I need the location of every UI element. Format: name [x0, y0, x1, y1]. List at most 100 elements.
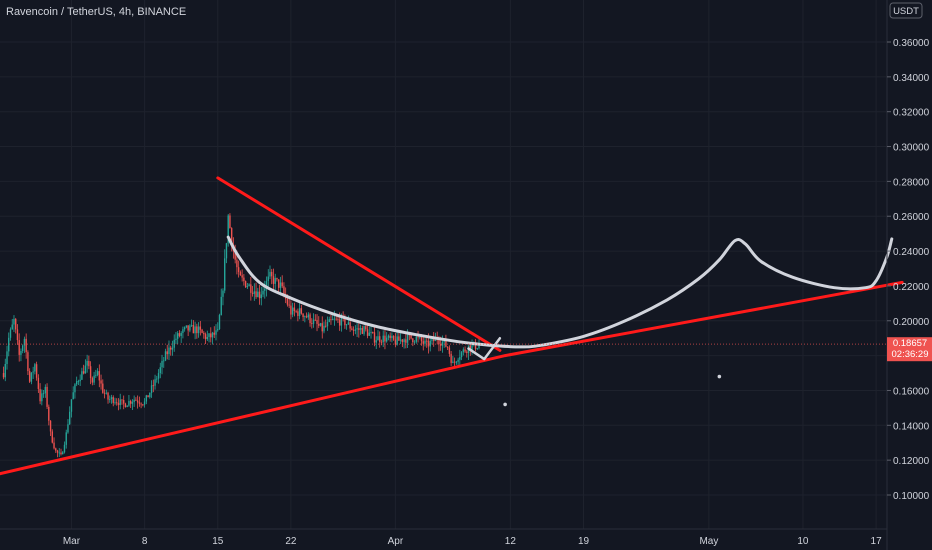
- candle-body: [11, 324, 13, 330]
- candle-body: [325, 325, 327, 327]
- candle-body: [63, 444, 66, 453]
- candle-body: [135, 399, 137, 401]
- candle-body: [236, 259, 238, 268]
- candle-body: [60, 452, 62, 455]
- candle-body: [295, 311, 297, 312]
- candle-body: [441, 342, 444, 346]
- candle-body: [422, 341, 424, 344]
- candle-body: [391, 335, 393, 339]
- candle-body: [478, 345, 480, 349]
- candle-body: [225, 243, 228, 259]
- candle-body: [392, 335, 395, 340]
- candle-body: [229, 215, 231, 229]
- candle-body: [358, 328, 360, 330]
- candle-body: [344, 316, 346, 326]
- candle-body: [171, 347, 174, 350]
- y-tick-label: 0.30000: [893, 143, 930, 154]
- candle-body: [143, 401, 146, 405]
- candle-body: [175, 338, 177, 340]
- candle-body: [100, 380, 102, 384]
- candle-body: [251, 292, 254, 294]
- candle-body: [290, 305, 292, 315]
- candle-body: [182, 329, 184, 333]
- candle-body: [192, 325, 195, 334]
- candle-body: [438, 340, 440, 345]
- resistance-trendline: [216, 176, 502, 352]
- candle-body: [359, 328, 362, 330]
- candle-body: [330, 319, 332, 320]
- candle-body: [401, 339, 404, 343]
- candle-body: [145, 395, 148, 402]
- y-tick-label: 0.10000: [893, 491, 930, 502]
- candle-body: [123, 400, 125, 404]
- candle-body: [196, 326, 198, 334]
- currency-label: USDT: [893, 6, 919, 17]
- candle-body: [349, 322, 351, 329]
- candle-body: [394, 339, 397, 345]
- candle-body: [189, 325, 191, 331]
- candle-body: [34, 364, 36, 372]
- x-tick-label: Apr: [388, 536, 404, 547]
- candle-body: [42, 393, 45, 395]
- candle-body: [218, 315, 221, 330]
- candle-body: [30, 372, 33, 382]
- candle-body: [446, 346, 449, 348]
- candle-body: [453, 361, 456, 363]
- candle-body: [248, 284, 250, 287]
- y-tick-label: 0.12000: [893, 456, 930, 467]
- candle-body: [110, 397, 113, 400]
- candle-body: [271, 271, 273, 277]
- candle-body: [354, 329, 357, 331]
- candle-body: [32, 371, 34, 373]
- candle-body: [269, 271, 271, 277]
- candle-body: [230, 228, 233, 246]
- candle-body: [89, 366, 92, 379]
- candle-body: [298, 308, 301, 316]
- x-tick-label: 22: [285, 536, 297, 547]
- candle-body: [129, 400, 132, 404]
- last-price-tag: 0.18657 02:36:29: [887, 337, 932, 362]
- candle-body: [72, 392, 74, 400]
- candle-body: [82, 371, 85, 374]
- candle-body: [204, 334, 207, 340]
- candle-body: [81, 371, 83, 380]
- candle-body: [159, 367, 161, 374]
- candle-body: [77, 381, 80, 382]
- candle-body: [326, 322, 329, 327]
- candle-body: [307, 314, 310, 318]
- candle-body: [278, 279, 280, 288]
- candle-body: [220, 296, 222, 316]
- candle-body: [58, 452, 60, 454]
- currency-badge[interactable]: USDT: [889, 2, 923, 19]
- candle-body: [413, 341, 416, 343]
- candle-body: [260, 294, 262, 299]
- candle-body: [373, 332, 376, 343]
- candle-body: [420, 337, 423, 342]
- y-tick-label: 0.24000: [893, 247, 930, 258]
- candle-body: [187, 325, 189, 331]
- candle-body: [372, 332, 374, 333]
- candle-body: [84, 365, 87, 374]
- candle-body: [375, 340, 377, 343]
- candle-body: [267, 276, 269, 282]
- candle-body: [116, 402, 118, 404]
- y-tick-label: 0.20000: [893, 317, 930, 328]
- time-axis[interactable]: Mar81522Apr1219May101724: [63, 536, 932, 547]
- candle-body: [170, 347, 172, 350]
- candle-body: [356, 328, 358, 330]
- bar-countdown: 02:36:29: [892, 349, 929, 360]
- candle-body: [217, 329, 219, 331]
- candle-body: [366, 329, 369, 336]
- candle-body: [351, 328, 353, 330]
- candle-body: [13, 318, 15, 325]
- candle-body: [4, 363, 6, 378]
- candle-body: [382, 335, 384, 343]
- candle-body: [102, 383, 104, 393]
- candle-body: [199, 326, 202, 330]
- candle-body: [234, 251, 236, 260]
- candle-body: [455, 361, 458, 363]
- candle-body: [239, 271, 242, 276]
- x-tick-label: 12: [505, 536, 517, 547]
